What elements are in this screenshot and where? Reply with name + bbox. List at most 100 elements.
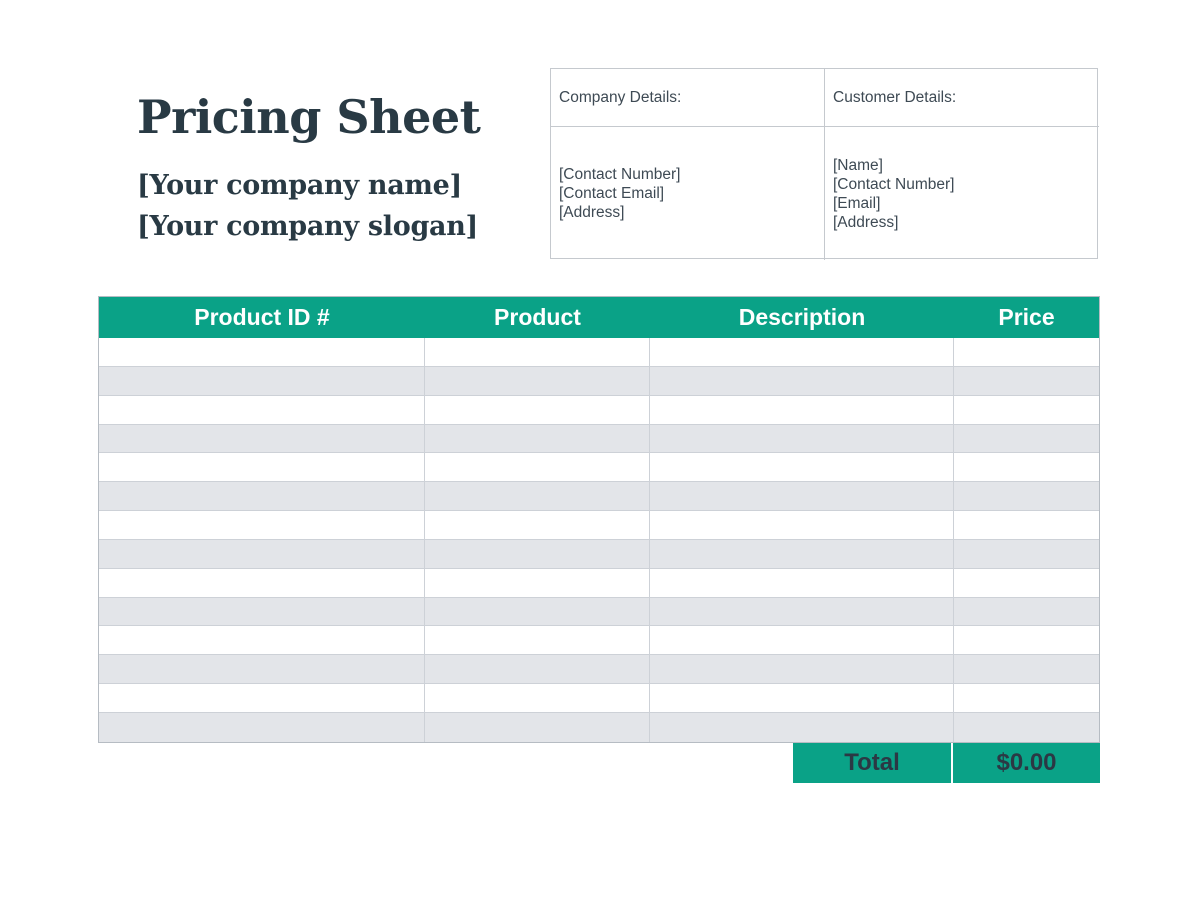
company-contact-number-placeholder: [Contact Number] <box>559 166 681 183</box>
table-cell <box>425 684 650 712</box>
column-header-product-id: Product ID # <box>194 304 330 330</box>
table-cell <box>99 366 425 395</box>
table-cell <box>425 338 650 366</box>
table-cell <box>99 655 425 684</box>
table-cell <box>425 424 650 453</box>
total-row: Total $0.00 <box>793 743 1100 783</box>
customer-details-header: Customer Details: <box>833 88 957 106</box>
table-cell <box>954 453 1099 481</box>
table-cell <box>954 626 1099 654</box>
table-cell <box>650 684 954 712</box>
table-cell <box>99 424 425 453</box>
table-cell <box>954 655 1099 683</box>
page-title: Pricing Sheet <box>137 90 481 144</box>
table-row <box>99 539 1099 569</box>
pricing-table: Product ID # Product Description Price <box>98 296 1100 743</box>
table-cell <box>425 539 650 568</box>
pricing-table-body <box>99 338 1099 742</box>
customer-address-placeholder: [Address] <box>833 213 899 231</box>
table-cell <box>954 540 1099 568</box>
total-value: $0.00 <box>953 743 1100 783</box>
table-cell <box>425 712 650 742</box>
company-info-block: [Your company name] [Your company slogan… <box>137 165 480 247</box>
table-cell <box>425 655 650 684</box>
table-row <box>99 712 1099 742</box>
table-cell <box>99 568 425 597</box>
table-cell <box>99 712 425 742</box>
company-details-header-cell: Company Details: <box>551 69 825 127</box>
company-name-placeholder: [Your company name] <box>137 169 463 201</box>
pricing-table-header-row: Product ID # Product Description Price <box>99 297 1099 338</box>
customer-details-header-cell: Customer Details: <box>825 69 1099 127</box>
total-label: Total <box>793 743 951 783</box>
column-header-description: Description <box>738 304 866 330</box>
table-cell <box>650 597 954 626</box>
table-cell <box>425 597 650 626</box>
table-row <box>99 338 1099 367</box>
table-cell <box>99 684 425 712</box>
table-cell <box>954 569 1099 597</box>
table-cell <box>99 539 425 568</box>
table-row <box>99 655 1099 685</box>
table-cell <box>954 713 1099 742</box>
table-cell <box>99 338 425 366</box>
table-cell <box>99 597 425 626</box>
table-cell <box>954 338 1099 366</box>
details-panel: Company Details: Customer Details: [Cont… <box>550 68 1099 260</box>
customer-email-placeholder: [Email] <box>833 194 881 212</box>
company-details-body-cell: [Contact Number] [Contact Email] [Addres… <box>551 127 825 260</box>
table-cell <box>954 396 1099 424</box>
table-row <box>99 453 1099 483</box>
table-cell <box>650 338 954 366</box>
table-cell <box>425 453 650 482</box>
company-slogan-placeholder: [Your company slogan] <box>137 210 479 242</box>
table-cell <box>99 395 425 424</box>
customer-name-placeholder: [Name] <box>833 156 883 174</box>
column-header-product: Product <box>494 304 581 330</box>
table-row <box>99 366 1099 396</box>
table-cell <box>954 425 1099 453</box>
table-cell <box>650 626 954 655</box>
table-cell <box>650 568 954 597</box>
company-contact-email-placeholder: [Contact Email] <box>559 185 665 202</box>
table-cell <box>650 482 954 511</box>
table-row <box>99 568 1099 598</box>
table-cell <box>99 511 425 539</box>
table-cell <box>650 511 954 539</box>
customer-contact-number-placeholder: [Contact Number] <box>833 175 955 193</box>
table-cell <box>425 366 650 395</box>
table-cell <box>650 366 954 395</box>
table-cell <box>650 712 954 742</box>
table-cell <box>650 655 954 684</box>
column-header-price: Price <box>998 304 1055 330</box>
table-row <box>99 395 1099 425</box>
table-cell <box>99 626 425 655</box>
table-cell <box>425 511 650 539</box>
company-address-placeholder: [Address] <box>559 204 625 221</box>
table-cell <box>650 453 954 482</box>
table-cell <box>99 453 425 482</box>
table-cell <box>954 367 1099 395</box>
table-cell <box>650 424 954 453</box>
table-cell <box>99 482 425 511</box>
table-row <box>99 511 1099 540</box>
customer-details-body-cell: [Name] [Contact Number] [Email] [Address… <box>825 127 1099 260</box>
table-cell <box>954 511 1099 539</box>
table-cell <box>650 539 954 568</box>
table-cell <box>425 626 650 655</box>
table-cell <box>954 482 1099 510</box>
table-row <box>99 626 1099 656</box>
table-cell <box>650 395 954 424</box>
table-row <box>99 424 1099 454</box>
table-cell <box>425 568 650 597</box>
table-cell <box>954 684 1099 712</box>
table-row <box>99 482 1099 512</box>
table-cell <box>954 598 1099 626</box>
company-details-header: Company Details: <box>559 88 682 106</box>
table-cell <box>425 482 650 511</box>
table-cell <box>425 395 650 424</box>
title-block: Pricing Sheet [Your company name] [Your … <box>137 90 481 247</box>
table-row <box>99 684 1099 713</box>
table-row <box>99 597 1099 627</box>
